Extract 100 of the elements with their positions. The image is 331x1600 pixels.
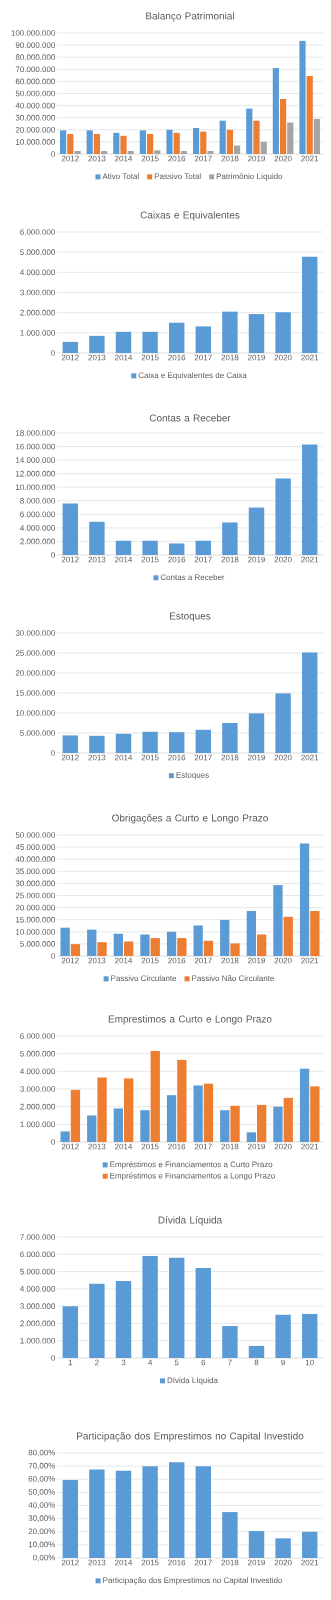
bar (195, 540, 212, 555)
bar (301, 444, 318, 555)
bar (301, 1531, 318, 1558)
bar (60, 927, 70, 956)
bar (275, 478, 291, 555)
bar (142, 731, 158, 753)
bar (97, 1077, 107, 1142)
bar (299, 843, 310, 956)
chart-title: Obrigações a Curto e Longo Prazo (112, 814, 268, 824)
bar (219, 120, 226, 154)
bar (166, 1095, 177, 1142)
bar (113, 132, 120, 154)
bar (203, 940, 214, 956)
bar (275, 1538, 291, 1558)
bar (260, 141, 267, 154)
bar (313, 118, 321, 154)
bar (195, 729, 212, 753)
bar (246, 1132, 256, 1142)
chart-title: Contas a Receber (149, 414, 231, 422)
chart-title: Emprestimos a Curto e Longo Prazo (108, 1015, 272, 1025)
bar (195, 1466, 212, 1558)
bar (89, 521, 105, 555)
bar (248, 713, 265, 753)
bar (283, 916, 293, 956)
bar (273, 885, 283, 956)
bar (272, 68, 279, 154)
bar (127, 150, 134, 154)
bar (193, 925, 203, 956)
bar (142, 331, 158, 353)
bar (275, 693, 291, 753)
bar (301, 1313, 318, 1358)
bar (222, 1512, 238, 1558)
bar (89, 1283, 105, 1358)
chart-title: Participação dos Emprestimos no Capital Investido (77, 1432, 304, 1442)
bar (89, 1469, 105, 1558)
bar (203, 1083, 214, 1142)
bar (301, 256, 318, 353)
bar (168, 1257, 185, 1358)
bar (62, 1306, 79, 1358)
bar (150, 1051, 160, 1142)
bar (142, 1466, 158, 1558)
bar (222, 311, 238, 353)
bar (168, 543, 185, 555)
bar (142, 1256, 158, 1358)
bar (173, 132, 180, 154)
bar (62, 503, 79, 555)
bar (177, 1059, 187, 1142)
bar (140, 934, 150, 956)
bar (200, 131, 207, 154)
bar (70, 944, 81, 956)
bar (74, 150, 81, 154)
bar (115, 331, 132, 353)
bar (139, 130, 146, 154)
bar (246, 910, 256, 956)
bar (70, 1089, 81, 1142)
bar (60, 1131, 70, 1142)
bar (226, 129, 234, 154)
bar (180, 150, 188, 154)
chart-title: Dívida Líquida (158, 1216, 223, 1226)
bar (234, 145, 241, 154)
bar (113, 933, 123, 956)
bar (222, 722, 238, 753)
bar (89, 735, 105, 753)
bar (222, 522, 238, 555)
bar (273, 1106, 283, 1142)
bar (280, 98, 287, 154)
bar (166, 931, 177, 956)
bar (230, 1105, 240, 1142)
chart-title: Caixas e Equivalentes (140, 211, 240, 221)
bar (89, 335, 105, 353)
bar (248, 1345, 265, 1358)
bar (124, 1078, 134, 1142)
bar (115, 1470, 132, 1558)
bar (253, 120, 260, 154)
bar (59, 130, 67, 154)
bar (87, 1115, 97, 1142)
bar (140, 1110, 150, 1142)
bar (101, 150, 108, 154)
bar (207, 150, 214, 154)
bar (124, 941, 134, 956)
bar (147, 134, 154, 154)
bar (168, 322, 185, 353)
bar (306, 75, 313, 154)
bar (154, 150, 161, 154)
bar (113, 1108, 123, 1142)
bar (222, 1326, 238, 1358)
bar (115, 540, 132, 555)
bar (275, 1314, 291, 1358)
bar (220, 1110, 230, 1142)
bar (62, 341, 79, 353)
bar (166, 129, 173, 154)
bar (93, 134, 100, 154)
chart-title: Balanço Patrimonial (146, 12, 234, 22)
bar (283, 1097, 293, 1142)
bar (257, 1104, 267, 1142)
bar (193, 1085, 203, 1142)
bar (310, 910, 320, 956)
bar (168, 1462, 185, 1558)
bar (115, 733, 132, 753)
bar (230, 943, 240, 956)
